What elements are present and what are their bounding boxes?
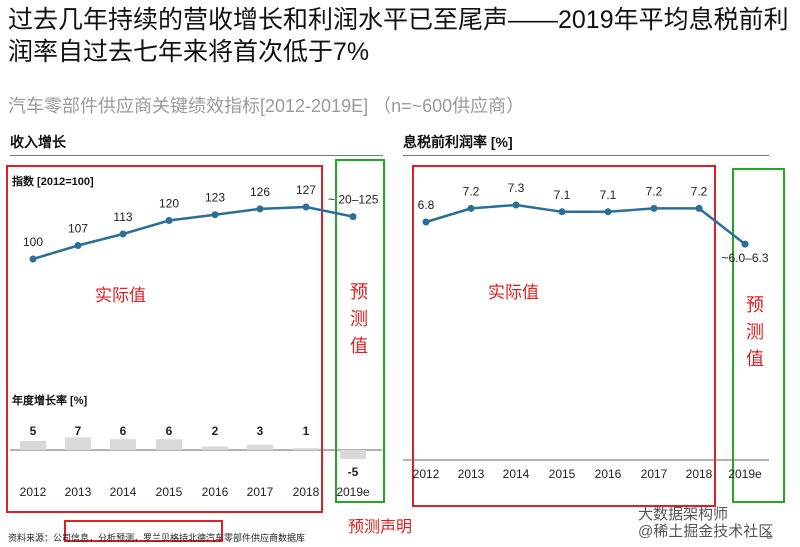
actual-label-left: 实际值 [95,286,146,305]
growth-bar-2013 [65,437,91,450]
right-xtick-2015: 2015 [549,467,576,481]
ebit-label-2017: 7.2 [646,184,663,198]
revenue-label-2016: 123 [205,191,225,205]
ebit-label-2016: 7.1 [600,188,617,202]
watermark-line-1: 大数据架构师 [638,506,729,523]
growth-bar-2019e [340,450,366,459]
growth-rate-title: 年度增长率 [%] [12,393,87,407]
left-panel-title: 收入增长 [10,134,66,150]
watermark: 大数据架构师 @稀土掘金技术社区 [638,506,773,540]
growth-label-2013: 7 [75,424,82,438]
growth-bar-2015 [156,439,182,450]
page-number: 6 [766,530,773,542]
growth-bar-2012 [20,441,46,450]
forecast-box-left [335,159,385,503]
growth-label-2015: 6 [166,424,173,438]
revenue-point-2015 [165,217,173,224]
growth-label-2016: 2 [212,424,219,438]
forecast-label-left-3: 值 [350,336,368,356]
ebit-point-2015 [558,208,566,216]
left-panel-divider [10,155,383,156]
right-xtick-2019e: 2019e [728,467,762,481]
growth-label-2012: 5 [30,424,37,438]
revenue-label-2019e: ~ 20–125 [328,193,379,207]
right-panel-title: 息税前利润率 [%] [403,134,513,150]
page-title: 过去几年持续的营收增长和利润水平已至尾声——2019年平均息税前利润率自过去七年… [8,6,789,66]
ebit-point-2018 [695,204,703,212]
revenue-label-2014: 113 [113,210,132,224]
ebit-label-2014: 7.3 [508,181,525,195]
left-xtick-2015: 2015 [156,485,183,499]
source-note: 资料来源：公司信息，分析预测，罗兰贝格持北德汽车零部件供应商数据库 [8,533,306,543]
index-axis-label: 指数 [2012=100] [12,174,94,188]
actual-box-right [412,165,716,507]
revenue-point-2014 [119,230,127,238]
source-highlight-box [64,520,223,542]
growth-label-2018: 1 [303,424,310,438]
left-xtick-2019e: 2019e [336,485,370,499]
left-xtick-2012: 2012 [20,485,47,499]
revenue-label-2012: 100 [23,235,43,249]
growth-label-2017: 3 [257,424,264,438]
growth-label-2014: 6 [120,424,127,438]
ebit-label-2012: 6.8 [418,198,435,212]
growth-bar-2014 [110,439,136,450]
revenue-point-2016 [211,211,219,219]
left-xtick-2017: 2017 [247,485,274,499]
page-subtitle: 汽车零部件供应商关键绩效指标[2012-2019E] （n=~600供应商） [8,96,525,116]
revenue-label-2015: 120 [159,197,179,211]
actual-box-left [6,165,323,513]
left-xtick-2016: 2016 [202,485,229,499]
ebit-label-2013: 7.2 [463,184,480,198]
forecast-label-left-2: 测 [350,309,368,329]
ebit-label-2015: 7.1 [554,188,571,202]
revenue-label-2013: 107 [68,222,88,236]
right-xtick-2014: 2014 [503,467,530,481]
growth-label-2019e: -5 [348,465,359,479]
left-xtick-2013: 2013 [65,485,92,499]
forecast-label-right-3: 值 [746,349,764,369]
revenue-label-2017: 126 [250,185,270,199]
ebit-point-2019e [741,240,749,248]
revenue-point-2012 [29,255,37,263]
forecast-statement-label: 预测声明 [348,518,412,536]
left-xtick-2014: 2014 [110,485,137,499]
watermark-line-2: @稀土掘金技术社区 [638,523,774,540]
right-xtick-2016: 2016 [595,467,622,481]
actual-label-right: 实际值 [488,283,539,302]
revenue-point-2017 [256,205,264,213]
revenue-index-line [32,205,354,261]
growth-bar-2016 [202,446,228,450]
right-xtick-2017: 2017 [641,467,668,481]
revenue-point-2019e [349,213,357,221]
growth-bar-2017 [247,444,273,450]
ebit-point-2013 [467,204,475,212]
forecast-box-right [732,168,785,503]
revenue-point-2013 [74,242,82,249]
forecast-label-right-2: 测 [746,322,764,342]
ebit-point-2016 [604,208,612,216]
revenue-point-2018 [302,203,310,211]
ebit-point-2012 [422,218,430,226]
ebit-point-2017 [650,204,658,212]
right-panel-divider [403,155,769,156]
ebit-label-2019e: ~6.0–6.3 [721,251,768,265]
forecast-label-right-1: 预 [746,295,764,315]
revenue-label-2018: 127 [296,183,316,197]
left-xtick-2018: 2018 [293,485,320,499]
right-xtick-2013: 2013 [458,467,485,481]
ebit-margin-line [425,203,746,246]
ebit-point-2014 [512,201,520,209]
growth-bar-2018 [293,448,319,450]
right-xtick-2012: 2012 [413,467,440,481]
forecast-label-left-1: 预 [350,282,368,302]
right-xtick-2018: 2018 [686,467,713,481]
ebit-label-2018: 7.2 [691,184,708,198]
